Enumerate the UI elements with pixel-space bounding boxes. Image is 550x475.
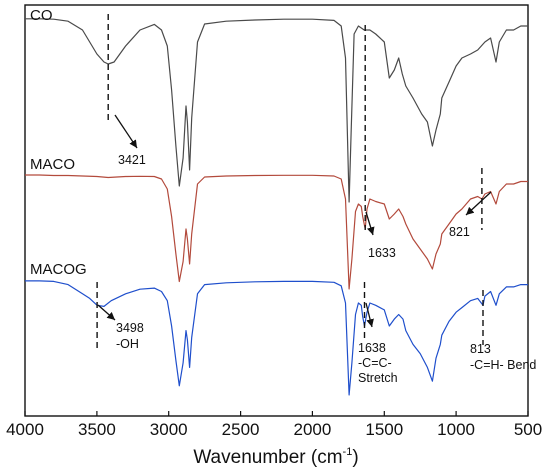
x-tick-label: 1500 <box>365 420 403 439</box>
annotation-line: 821 <box>449 225 470 239</box>
x-axis: 4000 3500 3000 2500 2000 1500 1000 500 <box>6 411 542 439</box>
arrow-a3421 <box>114 114 138 149</box>
annotation-line: -C=H- Bend <box>470 358 536 372</box>
arrow-a821 <box>465 191 492 216</box>
series-label-maco: MACO <box>30 156 75 173</box>
annotation-a3498: 3498 -OH <box>116 321 144 351</box>
annotation-line: -OH <box>116 337 139 351</box>
annotation-a813: 813 -C=H- Bend <box>470 342 536 372</box>
annotation-a3421: 3421 <box>118 153 146 167</box>
series-layer: CO MACO MACOG <box>25 7 528 396</box>
arrow-a3498 <box>97 304 116 321</box>
x-tick-label: 1000 <box>437 420 475 439</box>
annotation-a1638: 1638 -C=C-Stretch <box>358 341 398 385</box>
x-axis-title: Wavenumber (cm-1) <box>193 446 358 468</box>
annotation-a821: 821 <box>449 225 470 239</box>
arrow-a1633 <box>365 211 375 236</box>
x-tick-label: 2500 <box>222 420 260 439</box>
annotation-layer: 3421 1633 821 3498 -OH 1638 -C=C-Stretch 813 -C=… <box>96 14 536 385</box>
annotation-line: Stretch <box>358 371 398 385</box>
plot-area <box>24 4 529 417</box>
x-tick-label: 3500 <box>78 420 116 439</box>
series-label-co: CO <box>30 7 53 24</box>
annotation-line: 1633 <box>368 246 396 260</box>
annotation-line: 3421 <box>118 153 146 167</box>
annotation-line: 813 <box>470 342 491 356</box>
x-axis-title-main: Wavenumber (cm <box>193 447 342 468</box>
series-line-maco <box>25 174 528 290</box>
x-tick-label: 2000 <box>293 420 331 439</box>
x-axis-title-sup: -1 <box>343 446 353 458</box>
x-tick-label: 4000 <box>6 420 44 439</box>
x-tick-label: 500 <box>514 420 542 439</box>
x-tick-label: 3000 <box>150 420 188 439</box>
x-axis-title-close: ) <box>352 447 358 468</box>
series-line-macog <box>25 280 528 396</box>
arrow-a1638 <box>365 302 374 328</box>
series-label-macog: MACOG <box>30 261 87 278</box>
series-line-co <box>25 18 528 203</box>
annotation-line: -C=C- <box>358 356 392 370</box>
annotation-a1633: 1633 <box>368 246 396 260</box>
annotation-line: 1638 <box>358 341 386 355</box>
annotation-line: 3498 <box>116 321 144 335</box>
